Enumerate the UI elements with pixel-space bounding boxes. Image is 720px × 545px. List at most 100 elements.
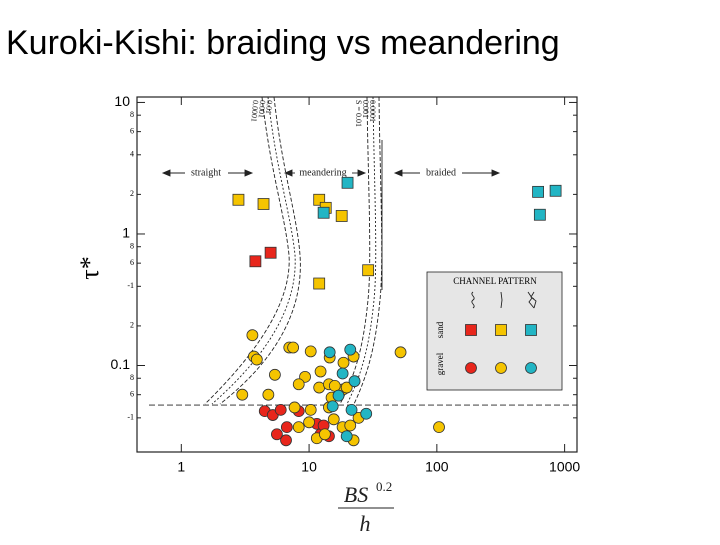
slope-label: 0.0001 xyxy=(368,100,377,122)
data-point xyxy=(249,255,262,268)
y-tick-label: 6 xyxy=(130,126,134,135)
data-point xyxy=(313,193,326,206)
data-point xyxy=(341,176,354,189)
y-tick-label: 8 xyxy=(130,110,134,119)
data-point xyxy=(327,413,340,426)
legend-marker xyxy=(465,362,477,374)
slope-label: 0.01 xyxy=(264,100,274,115)
y-tick-label: 8 xyxy=(130,373,134,382)
data-point xyxy=(319,428,331,441)
x-label-denominator: h xyxy=(360,511,371,536)
region-arrows xyxy=(161,169,501,177)
data-point xyxy=(394,346,407,359)
data-point xyxy=(549,184,562,197)
y-tick-label: -1 xyxy=(127,413,134,422)
data-point xyxy=(257,198,270,210)
icon-straight xyxy=(500,291,503,309)
data-point xyxy=(236,388,249,401)
curve xyxy=(346,96,377,405)
data-point xyxy=(340,381,353,394)
data-point xyxy=(288,401,301,414)
legend-marker xyxy=(495,324,507,336)
legend-title: CHANNEL PATTERN xyxy=(453,276,537,286)
data-point xyxy=(344,419,357,432)
data-point xyxy=(340,430,353,443)
data-point xyxy=(337,356,350,369)
data-point xyxy=(313,381,326,394)
legend-marker xyxy=(465,324,477,336)
curve xyxy=(339,96,371,405)
slope-label: 0.0001 xyxy=(249,100,260,123)
data-point xyxy=(280,421,293,434)
legend-marker xyxy=(525,324,537,336)
data-point xyxy=(323,346,336,359)
curve xyxy=(204,96,290,405)
y-tick-label: 2 xyxy=(130,189,134,198)
legend-marker xyxy=(525,362,537,374)
y-tick-label: 0.1 xyxy=(111,356,131,372)
data-point xyxy=(268,368,281,381)
data-point xyxy=(232,193,245,206)
x-label-numerator: BS xyxy=(344,482,368,507)
data-point xyxy=(533,208,546,221)
arrow-head xyxy=(393,169,403,177)
icon-braided xyxy=(527,291,537,309)
y-tick-label: 6 xyxy=(130,390,134,399)
y-tick-label: -1 xyxy=(127,281,134,290)
region-label: meandering xyxy=(299,167,346,178)
legend-marker xyxy=(495,362,507,374)
data-point xyxy=(304,345,317,358)
pattern-icons xyxy=(471,291,537,309)
slope-curves xyxy=(204,96,383,405)
data-point xyxy=(313,277,326,290)
region-label: braided xyxy=(426,167,456,178)
y-tick-label: 8 xyxy=(130,242,134,251)
legend-row-label: sand xyxy=(435,321,445,338)
data-point xyxy=(326,400,339,413)
region-label: straight xyxy=(191,167,221,178)
data-point xyxy=(345,403,358,416)
slope-label: S = 0.01 xyxy=(354,100,363,127)
data-point xyxy=(328,379,341,392)
y-tick-label: 10 xyxy=(114,93,130,109)
y-tick-label: 6 xyxy=(130,258,134,267)
arrow-head xyxy=(491,169,501,177)
data-point xyxy=(303,416,315,429)
x-tick-label: 1000 xyxy=(549,459,580,475)
data-point xyxy=(271,428,283,441)
data-point xyxy=(344,343,357,356)
data-point xyxy=(274,403,287,416)
arrow-head xyxy=(244,169,254,177)
icon-meandering xyxy=(471,291,475,309)
slope-label: 0.001 xyxy=(257,100,268,119)
curve xyxy=(211,96,296,405)
data-point xyxy=(280,434,292,447)
data-point xyxy=(433,421,445,434)
y-tick-label: 1 xyxy=(122,225,130,241)
x-label-exponent: 0.2 xyxy=(376,479,392,494)
curve xyxy=(353,96,383,405)
data-point xyxy=(287,341,300,354)
arrow-head xyxy=(161,169,171,177)
x-tick-label: 100 xyxy=(425,459,449,475)
slope-label: 0.001 xyxy=(361,100,370,118)
data-point xyxy=(335,210,348,222)
x-tick-label: 1 xyxy=(177,459,185,475)
plot-frame xyxy=(136,96,578,453)
data-point xyxy=(304,403,317,416)
y-tick-label: 2 xyxy=(130,321,134,330)
legend-box xyxy=(426,271,563,391)
data-point xyxy=(246,329,259,342)
x-tick-label: 10 xyxy=(301,459,317,475)
data-point xyxy=(264,246,277,259)
data-point xyxy=(362,264,375,277)
y-axis-label: τ* xyxy=(75,256,104,279)
chart-title: Kuroki-Kishi: braiding vs meandering xyxy=(6,24,560,62)
data-point xyxy=(532,185,544,198)
data-point xyxy=(292,378,305,391)
data-point xyxy=(317,206,330,219)
data-point xyxy=(336,367,349,380)
y-tick-label: 4 xyxy=(130,150,134,159)
data-point xyxy=(262,388,275,401)
